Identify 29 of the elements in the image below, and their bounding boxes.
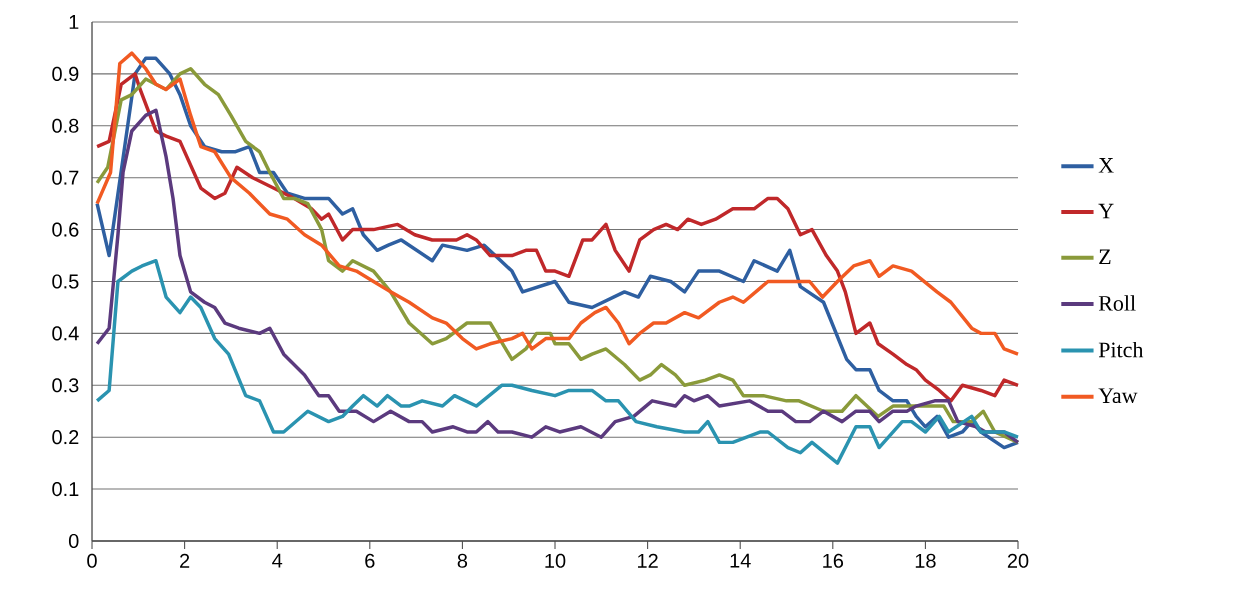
y-tick-label: 0: [68, 533, 79, 549]
x-tick-label: 8: [457, 553, 468, 568]
x-tick-label: 10: [545, 553, 566, 568]
y-tick-label: 0.5: [52, 274, 79, 289]
y-tick-label: 0.3: [52, 378, 79, 393]
line-series: [95, 258, 1020, 465]
x-tick-label: 18: [915, 553, 936, 568]
legend-label: Y: [1098, 203, 1114, 219]
y-tick-label: 0.6: [52, 222, 79, 237]
y-tick-label: 0.2: [52, 430, 79, 445]
y-tick-label: 0.9: [52, 66, 79, 81]
x-tick-label: 6: [365, 553, 375, 568]
x-tick-label: 20: [1007, 553, 1029, 568]
y-tick-label: 0.7: [52, 170, 79, 185]
x-tick-label: 0: [87, 553, 97, 568]
legend-label: Roll: [1098, 295, 1136, 311]
x-tick-label: 12: [638, 553, 658, 568]
y-tick-label: 0.1: [52, 482, 79, 497]
x-tick-label: 16: [823, 553, 844, 568]
y-tick-label: 0.8: [52, 118, 79, 133]
x-tick-label: 2: [180, 553, 190, 568]
legend-label: Yaw: [1098, 388, 1138, 404]
legend-label: X: [1098, 158, 1114, 173]
y-tick-label: 0.4: [52, 326, 79, 341]
x-tick-label: 14: [730, 553, 751, 568]
y-tick-label: 1: [69, 15, 79, 29]
x-tick-label: 4: [272, 553, 283, 568]
legend-label: Pitch: [1098, 341, 1144, 358]
legend-label: Z: [1099, 249, 1111, 264]
